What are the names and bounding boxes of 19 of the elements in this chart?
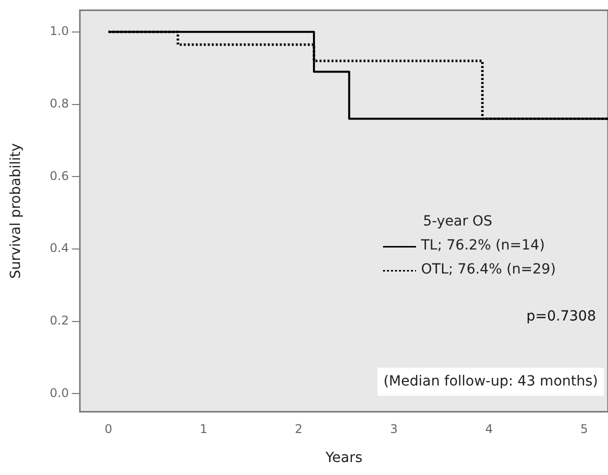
legend-label: OTL; 76.4% (n=29) <box>421 261 556 278</box>
y-tick-label: 0.8 <box>50 96 69 110</box>
x-tick-label: 3 <box>390 422 398 436</box>
legend-title: 5-year OS <box>423 213 492 230</box>
annotation: (Median follow-up: 43 months) <box>383 373 598 390</box>
x-axis-title: Years <box>324 450 362 466</box>
x-tick-label: 2 <box>294 422 303 436</box>
x-tick-label: 1 <box>200 422 208 436</box>
annotation: p=0.7308 <box>526 308 596 324</box>
y-axis-title: Survival probability <box>8 143 24 279</box>
y-tick-label: 1.0 <box>50 24 69 38</box>
y-tick-label: 0.0 <box>50 386 69 400</box>
y-tick-label: 0.4 <box>50 241 69 256</box>
x-tick-label: 4 <box>485 422 493 436</box>
legend-label: TL; 76.2% (n=14) <box>420 237 545 254</box>
x-tick-label: 0 <box>104 422 112 436</box>
y-tick-label: 0.2 <box>50 313 69 328</box>
y-tick-label: 0.6 <box>50 168 69 183</box>
x-tick-label: 5 <box>580 422 588 436</box>
